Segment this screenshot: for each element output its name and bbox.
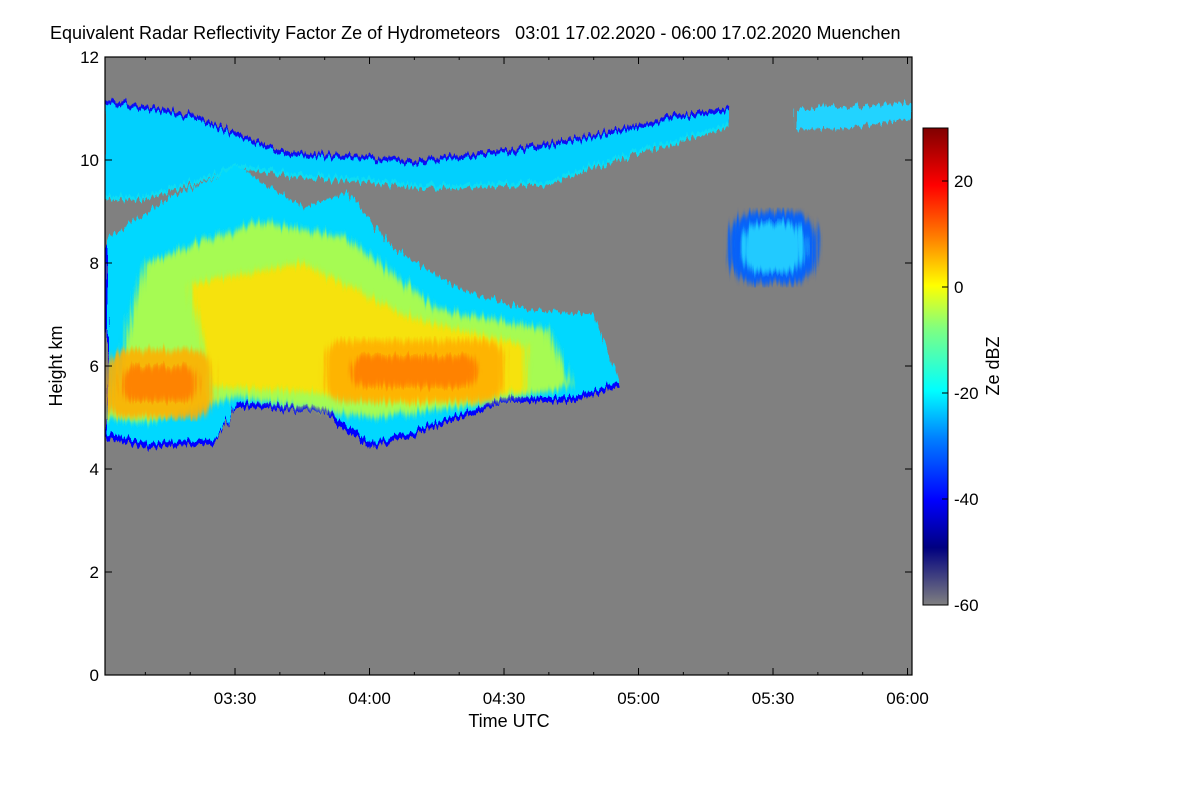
y-tick-label: 6 <box>90 357 99 376</box>
cirrus-layer <box>105 98 912 201</box>
echo-field <box>105 98 912 449</box>
y-tick-label: 2 <box>90 563 99 582</box>
colorbar-tick-label: -40 <box>954 490 979 509</box>
chart-title: Equivalent Radar Reflectivity Factor Ze … <box>50 23 901 43</box>
colorbar-tick-label: 0 <box>954 278 963 297</box>
x-tick-label: 06:00 <box>886 689 929 708</box>
x-tick-label: 05:30 <box>752 689 795 708</box>
y-axis-label: Height km <box>46 325 66 406</box>
x-tick-label: 05:00 <box>617 689 660 708</box>
x-tick-label: 04:30 <box>483 689 526 708</box>
y-axis: 0 2 4 6 8 10 12 <box>80 48 912 685</box>
colorbar-tick-label: -20 <box>954 384 979 403</box>
y-tick-label: 8 <box>90 254 99 273</box>
x-tick-label: 03:30 <box>214 689 257 708</box>
colorbar-axis: -60 -40 -20 0 20 <box>942 172 979 615</box>
isolated-echoes <box>728 211 818 284</box>
y-tick-label: 4 <box>90 460 99 479</box>
colorbar-label: Ze dBZ <box>983 336 1003 395</box>
colorbar <box>922 127 949 606</box>
colorbar-tick-label: 20 <box>954 172 973 191</box>
y-tick-label: 0 <box>90 666 99 685</box>
y-tick-label: 12 <box>80 48 99 67</box>
x-axis-label: Time UTC <box>468 711 549 731</box>
core-high-reflectivity <box>105 340 505 418</box>
x-axis: 03:30 04:00 04:30 05:00 05:30 06:00 <box>144 57 929 708</box>
colorbar-tick-label: -60 <box>954 596 979 615</box>
y-tick-label: 10 <box>80 151 99 170</box>
x-tick-label: 04:00 <box>348 689 391 708</box>
